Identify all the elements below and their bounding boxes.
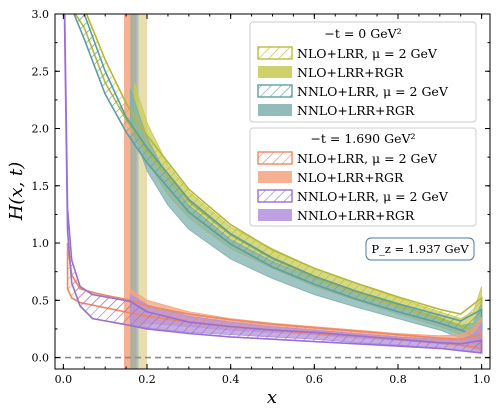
axis-ticks: 0.0 0.2 0.4 0.6 0.8 1.0 0.0 0.5 1.0 1.5 2.0 2.5 3.0 [32,8,491,386]
legend-label: NNLO+LRR, μ = 2 GeV [297,84,449,99]
legend-entry: NNLO+LRR+RGR [258,208,415,223]
plot-area [55,14,490,369]
legend-entry: NNLO+LRR, μ = 2 GeV [257,189,449,204]
legend-label: NLO+LRR+RGR [297,170,404,185]
legend-t1690: −t = 1.690 GeV² NLO+LRR, μ = 2 GeV NLO+LR… [249,127,477,227]
x-tick-label: 0.8 [389,373,407,386]
legend-entry: NNLO+LRR, μ = 2 GeV [257,84,449,99]
x-tick-label: 0.0 [55,373,73,386]
x-tick-label: 0.4 [222,373,240,386]
legend-entry: NLO+LRR, μ = 2 GeV [257,151,438,166]
legend-entry: NLO+LRR+RGR [258,65,404,80]
legend-t0-frame [249,21,477,123]
y-tick-label: 2.0 [32,123,50,136]
y-axis-label: H(x, t) [6,162,27,222]
legend-swatch-hatched [257,151,293,165]
vertical-band [130,14,139,369]
legend-swatch-filled [258,66,292,78]
legend-entry: NLO+LRR, μ = 2 GeV [257,46,438,61]
y-tick-label: 0.5 [32,294,50,307]
vertical-band [138,14,148,369]
y-tick-label: 1.0 [32,237,50,250]
legend-label: NNLO+LRR+RGR [297,208,415,223]
legend-label: NLO+LRR, μ = 2 GeV [297,46,438,61]
series-band-7 [63,14,483,354]
pz-annotation-text: P_z = 1.937 GeV [371,242,469,256]
y-tick-label: 3.0 [32,8,50,21]
legend-t1690-frame [249,127,477,227]
legend-swatch-filled [258,209,292,221]
legend-swatch-filled [258,171,292,183]
legend-label: NNLO+LRR+RGR [297,103,415,118]
legend-swatch-hatched [257,189,293,203]
y-tick-label: 1.5 [32,180,50,193]
legend-swatch-hatched [257,84,293,98]
legend-t1690-title: −t = 1.690 GeV² [310,131,415,146]
y-tick-label: 0.0 [32,352,50,365]
legend-entry: NLO+LRR+RGR [258,170,404,185]
pz-annotation-box [365,237,475,261]
y-tick-label: 2.5 [32,65,50,78]
pz-annotation: P_z = 1.937 GeV [365,237,475,261]
legend-t0: −t = 0 GeV² NLO+LRR, μ = 2 GeV NLO+LRR+RG… [249,21,477,123]
x-axis-label: x [267,387,277,408]
x-tick-label: 0.2 [138,373,156,386]
legend-t0-title: −t = 0 GeV² [324,26,401,41]
legend-swatch-hatched [257,46,293,60]
x-tick-label: 0.6 [306,373,324,386]
legend-swatch-filled [258,104,292,116]
legend-label: NNLO+LRR, μ = 2 GeV [297,189,449,204]
x-tick-label: 1.0 [473,373,491,386]
legend-entry: NNLO+LRR+RGR [258,103,415,118]
legend-label: NLO+LRR+RGR [297,65,404,80]
legend-label: NLO+LRR, μ = 2 GeV [297,151,438,166]
